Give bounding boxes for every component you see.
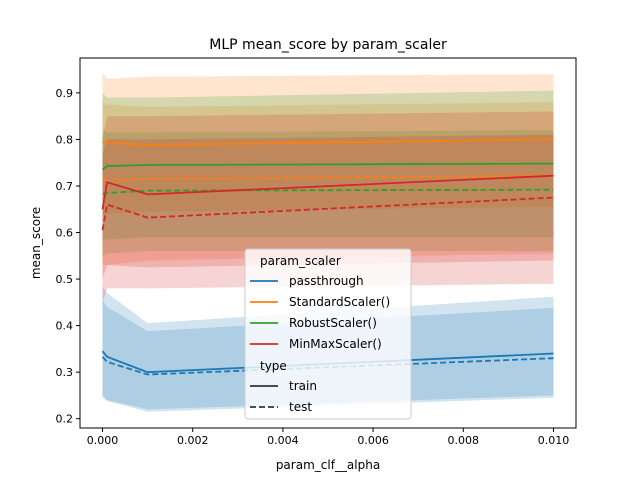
y-tick-label: 0.2 (56, 413, 74, 426)
y-tick-label: 0.9 (56, 87, 74, 100)
line-minmaxscaler-test (101, 196, 554, 231)
line-standardscaler-train (102, 138, 554, 146)
confidence-bands (102, 72, 554, 412)
legend-label-passthrough: passthrough (289, 274, 364, 288)
y-tick-label: 0.4 (56, 320, 74, 333)
x-tick-label: 0.010 (538, 434, 570, 447)
y-tick-label: 0.3 (56, 366, 74, 379)
band-standardscaler-test (102, 102, 554, 266)
legend-label-standardscaler: StandardScaler() (289, 295, 390, 309)
y-axis-ticks: 0.2 0.3 0.4 0.5 0.6 0.7 0.8 0.9 (56, 87, 80, 426)
series-lines (101, 138, 554, 376)
legend-label-test: test (289, 400, 312, 414)
x-tick-label: 0.004 (267, 434, 299, 447)
x-tick-label: 0.006 (357, 434, 389, 447)
line-robustscaler-train (101, 162, 554, 171)
legend-hue-title: param_scaler (260, 254, 341, 268)
y-axis-label: mean_score (29, 207, 43, 279)
y-tick-label: 0.5 (56, 273, 74, 286)
x-axis-label: param_clf__alpha (276, 458, 380, 472)
legend-label-robustscaler: RobustScaler() (289, 316, 377, 330)
band-robustscaler-test (102, 130, 554, 256)
band-minmaxscaler-train (102, 111, 554, 280)
legend-box (244, 248, 412, 420)
x-axis-ticks: 0.000 0.002 0.004 0.006 0.008 0.010 (87, 428, 569, 447)
x-tick-label: 0.002 (177, 434, 209, 447)
x-tick-label: 0.008 (448, 434, 480, 447)
y-tick-label: 0.6 (56, 227, 74, 240)
line-standardscaler-test (102, 174, 554, 181)
legend-entries: passthrough StandardScaler() RobustScaler(… (250, 274, 390, 414)
legend: param_scaler passthrough StandardScaler()… (244, 248, 412, 420)
y-tick-label: 0.8 (56, 133, 74, 146)
x-tick-label: 0.000 (87, 434, 119, 447)
y-tick-label: 0.7 (56, 180, 74, 193)
legend-label-minmaxscaler: MinMaxScaler() (289, 337, 382, 351)
chart-title: MLP mean_score by param_scaler (209, 37, 447, 53)
line-minmaxscaler-train (101, 174, 554, 210)
legend-label-train: train (289, 379, 317, 393)
legend-style-title: type (260, 359, 287, 373)
plot-frame (79, 57, 577, 429)
